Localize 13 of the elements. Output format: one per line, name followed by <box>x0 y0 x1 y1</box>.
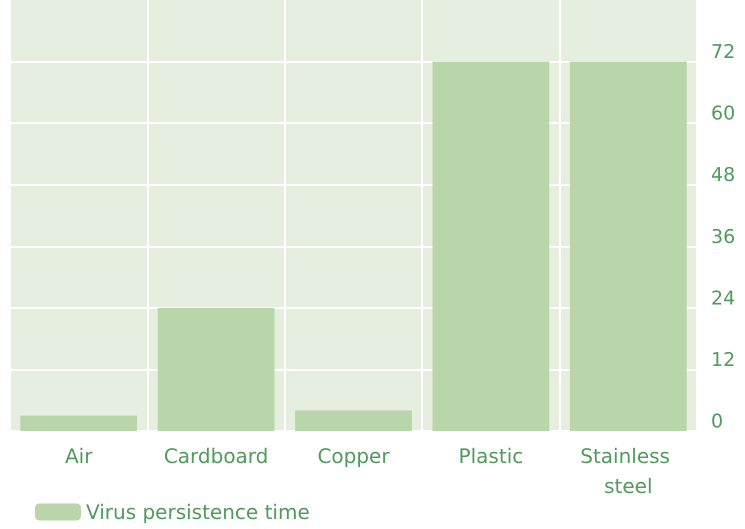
y-tick-label: 60 <box>711 102 736 125</box>
x-tick-label: Stainless steel <box>580 444 676 498</box>
x-tick-label: Air <box>64 444 94 468</box>
y-tick-label: 72 <box>711 41 736 64</box>
y-tick-label: 36 <box>711 226 736 248</box>
y-tick-label: 0 <box>711 410 724 432</box>
y-tick-label: 24 <box>711 287 736 310</box>
x-tick-label: Copper <box>317 444 390 468</box>
legend-label: Virus persistence time <box>86 500 310 524</box>
x-tick-label: Plastic <box>458 444 524 468</box>
y-tick-label: 12 <box>711 348 736 371</box>
x-tick-label: Cardboard <box>164 444 268 468</box>
y-tick-label: 48 <box>711 164 736 186</box>
